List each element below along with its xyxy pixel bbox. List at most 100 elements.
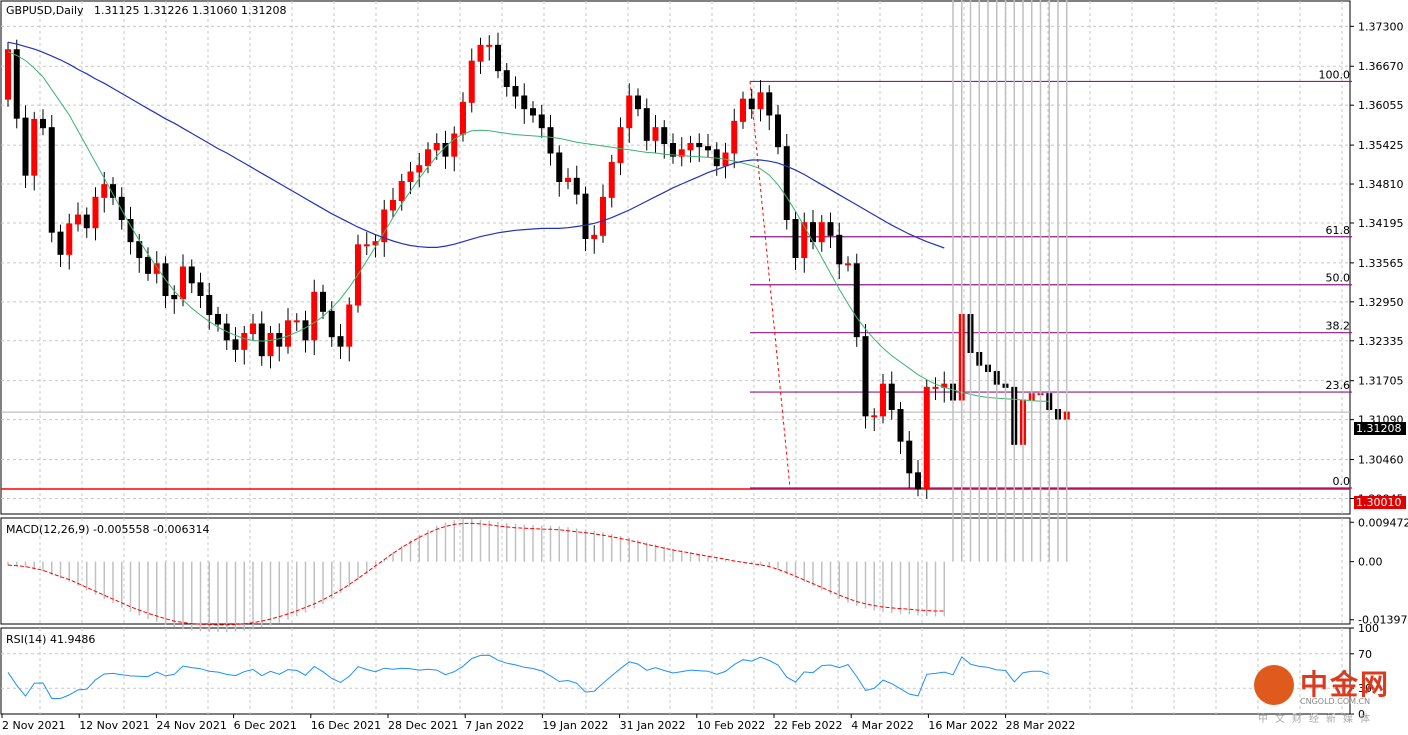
logo-icon [1254, 665, 1294, 705]
candle-body [48, 127, 55, 233]
candle-body [696, 143, 703, 148]
candle-body [871, 415, 878, 418]
candle-body [197, 282, 204, 297]
candle-body [250, 323, 256, 334]
candle-body [512, 86, 519, 97]
candle-body [110, 184, 116, 198]
time-tick-label: 16 Mar 2022 [928, 719, 998, 732]
time-tick-label: 16 Dec 2021 [311, 719, 381, 732]
price-tick-label: 1.34195 [1358, 217, 1404, 230]
candle-body [57, 231, 64, 255]
time-tick-label: 6 Dec 2021 [234, 719, 297, 732]
rsi-tick-label: 30 [1358, 682, 1372, 695]
fib-level-label: 0.0 [1333, 475, 1351, 488]
candle-body [530, 108, 536, 116]
time-tick-label: 22 Feb 2022 [774, 719, 842, 732]
price-tick-label: 1.33565 [1358, 257, 1404, 270]
time-tick-label: 28 Mar 2022 [1006, 719, 1076, 732]
candle-body [801, 222, 808, 259]
candle-body [171, 295, 178, 300]
candlestick-series [5, 32, 1070, 499]
candle-body [757, 92, 764, 110]
fib-level-label: 38.2 [1326, 320, 1351, 333]
candle-body [276, 333, 283, 347]
candle-body [267, 333, 274, 357]
candle-body [897, 409, 904, 442]
candle-body [600, 196, 606, 236]
candle-body [906, 440, 913, 474]
logo-name: 中金网 [1300, 668, 1391, 701]
moving-averages [7, 41, 1050, 402]
macd-tick-label: -0.01397 [1358, 614, 1407, 627]
candle-body [932, 386, 939, 389]
candle-body [320, 291, 326, 312]
candle-body [853, 263, 860, 338]
candle-body [556, 152, 563, 182]
rsi-tick-label: 100 [1358, 622, 1379, 635]
grid-lines [1, 1, 1350, 714]
candle-body [101, 184, 108, 198]
fib-level-label: 50.0 [1326, 272, 1351, 285]
candle-body [652, 127, 659, 141]
time-axis: 2 Nov 2021 12 Nov 2021 24 Nov 2021 6 Dec 20… [1, 714, 1076, 732]
candle-body [416, 165, 423, 173]
candle-body [92, 196, 99, 229]
price-tick-label: 1.30460 [1358, 454, 1404, 467]
candle-body [407, 171, 414, 182]
candle-body [66, 223, 73, 255]
candle-body [521, 95, 528, 110]
candle-body [845, 263, 851, 266]
ma-slow-line [7, 41, 945, 249]
candle-body [153, 263, 160, 274]
candle-body [241, 333, 248, 350]
rsi-indicator: 100 70 30 0 [1, 622, 1379, 721]
candle-body [363, 244, 370, 247]
ohlc-values: 1.31125 1.31226 1.31060 1.31208 [94, 4, 287, 17]
chart-header: GBPUSD,Daily 1.31125 1.31226 1.31060 1.3… [6, 4, 287, 17]
candle-body [293, 320, 300, 323]
candle-body [582, 193, 589, 240]
candle-body [136, 241, 143, 259]
candle-body [390, 200, 396, 211]
candle-body [818, 222, 825, 243]
candle-body [398, 181, 405, 201]
candle-body [783, 146, 790, 221]
candle-body [381, 209, 388, 243]
candle-body [740, 98, 746, 122]
macd-tick-label: 0.009472 [1358, 516, 1408, 529]
candle-body [836, 234, 843, 265]
candle-body [503, 70, 510, 87]
price-tick-label: 1.35425 [1358, 139, 1404, 152]
support-price-tag: 1.30010 [1354, 496, 1406, 509]
candle-body [5, 49, 11, 100]
time-tick-label: 24 Nov 2021 [156, 719, 226, 732]
time-tick-label: 4 Mar 2022 [851, 719, 914, 732]
price-tick-label: 1.32950 [1358, 296, 1404, 309]
candle-body [495, 44, 501, 72]
candle-body [862, 336, 869, 417]
candle-body [451, 133, 458, 157]
price-tick-label: 1.37300 [1358, 20, 1404, 33]
logo-tagline: 中文财经新媒体 [1258, 714, 1377, 725]
candle-body [678, 149, 685, 157]
candle-body [232, 339, 239, 350]
candle-body [661, 127, 668, 144]
price-tick-label: 1.32335 [1358, 335, 1404, 348]
candle-body [346, 304, 353, 347]
candle-body [75, 214, 81, 225]
fibonacci-retracement[interactable]: 100.0 61.8 50.0 38.2 23.6 0.0 [749, 68, 1352, 489]
candle-body [547, 127, 554, 154]
candle-body [83, 214, 90, 229]
candle-body [731, 120, 738, 154]
candle-body [626, 95, 633, 129]
candle-body [617, 127, 624, 163]
candle-body [827, 222, 834, 236]
candle-body [31, 118, 38, 176]
candle-body [687, 143, 694, 151]
macd-tick-label: 0.00 [1358, 556, 1383, 569]
fib-level-label: 100.0 [1319, 68, 1351, 81]
price-tick-label: 1.34810 [1358, 178, 1404, 191]
time-tick-label: 19 Jan 2022 [542, 719, 608, 732]
candle-body [337, 336, 344, 347]
